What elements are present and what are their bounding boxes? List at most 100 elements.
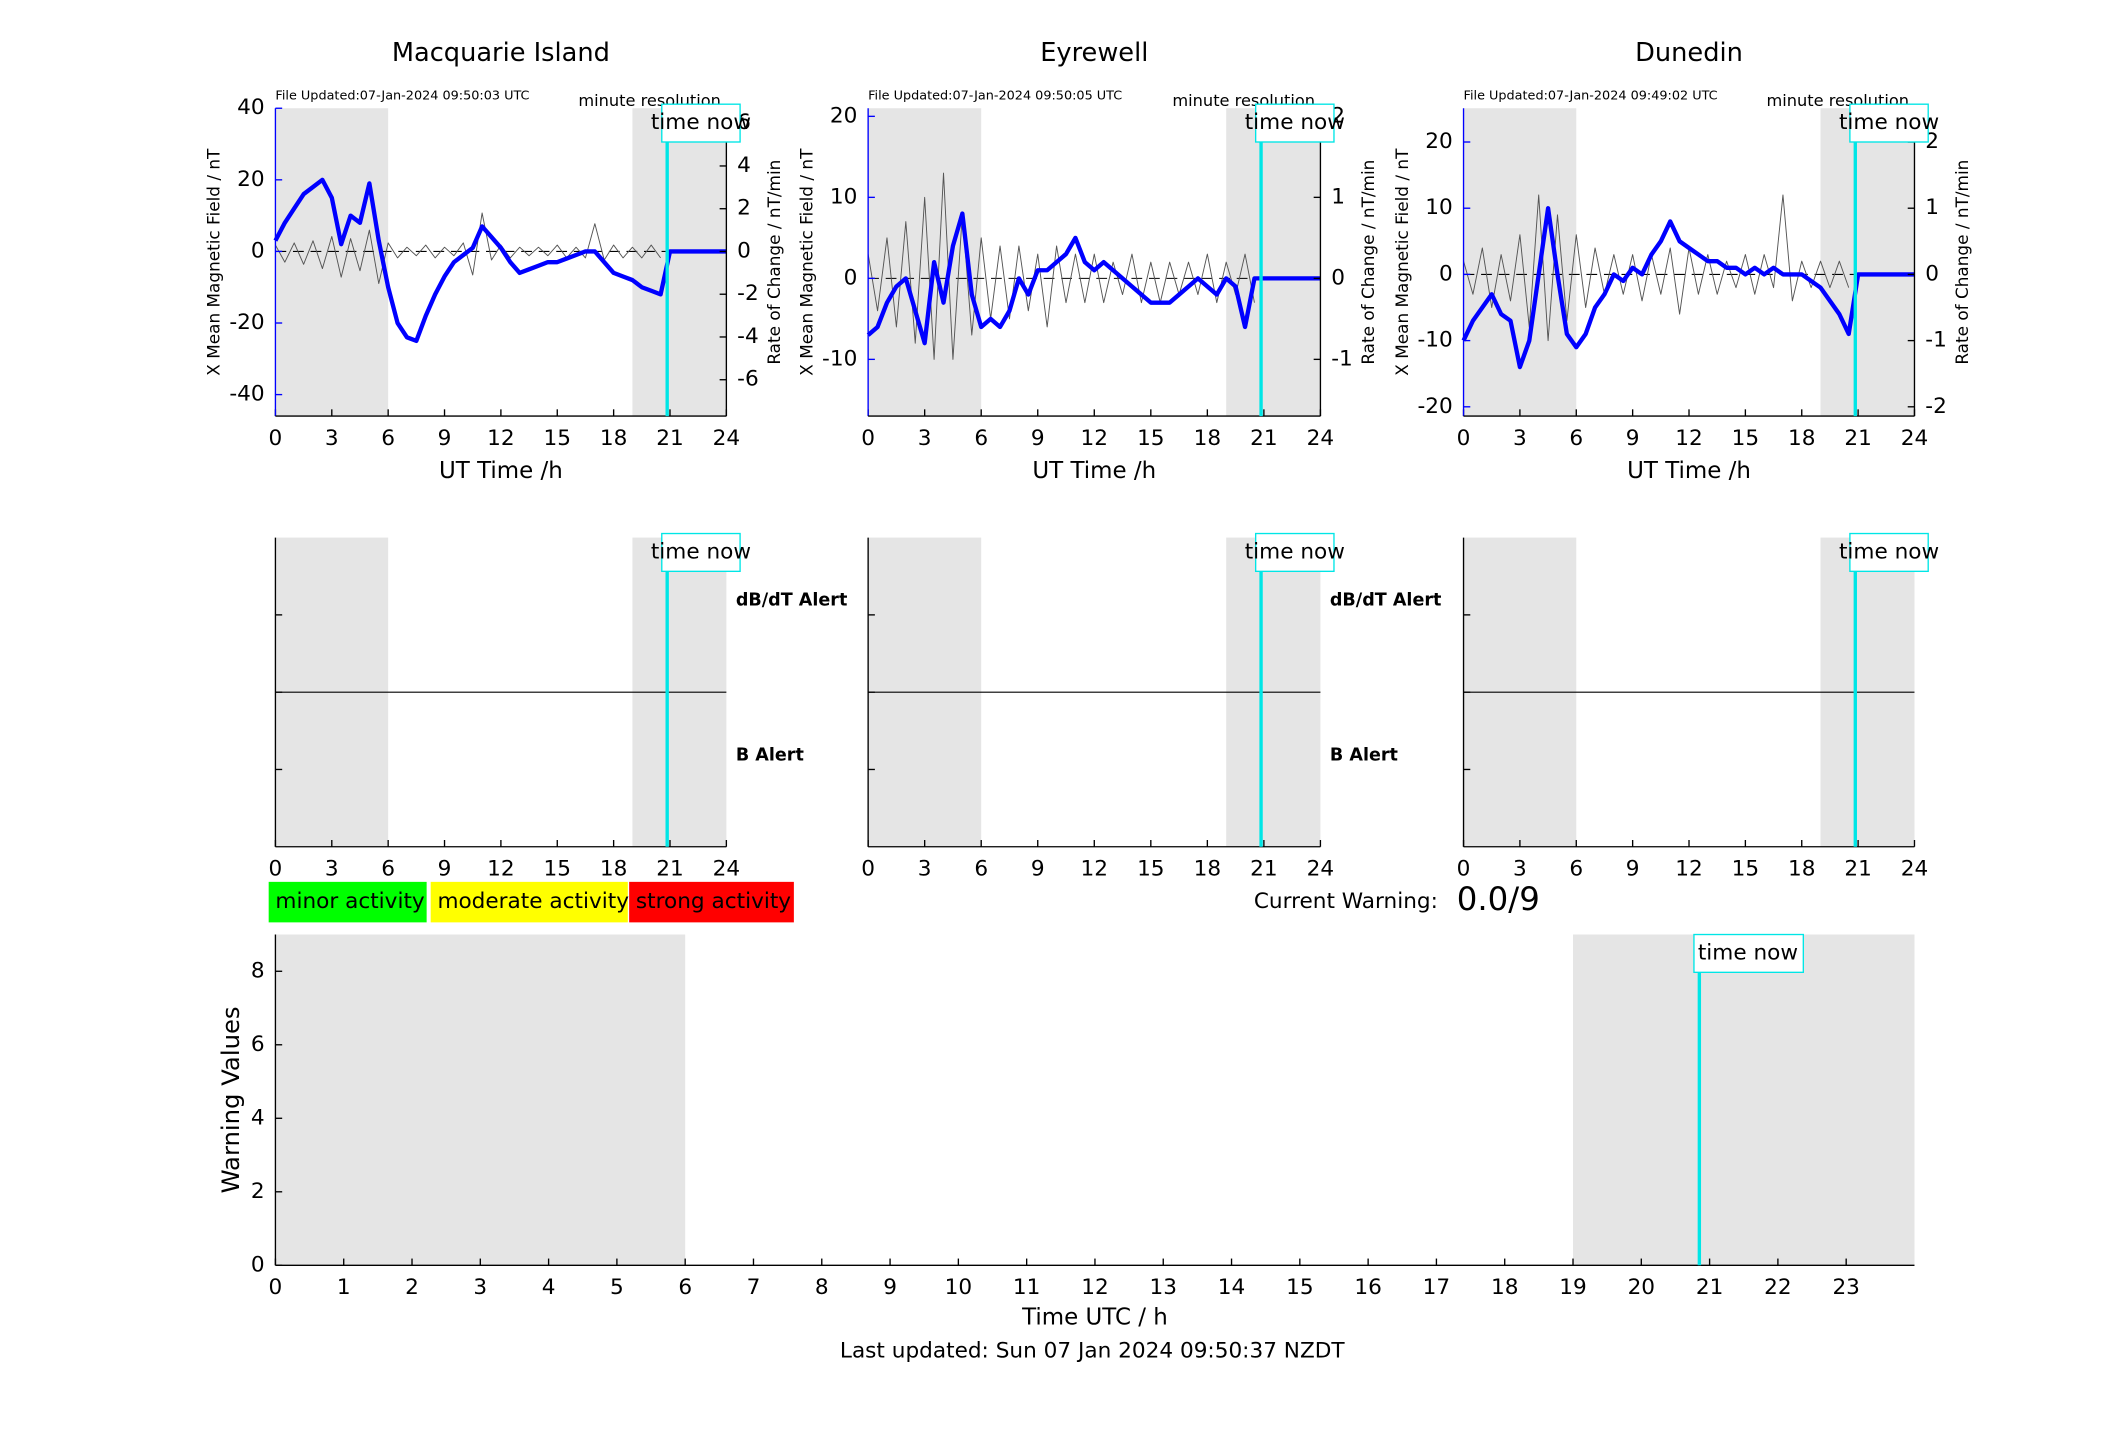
y-tick-label: 8	[251, 958, 265, 983]
y2-axis-label: Rate of Change / nT/min	[764, 160, 784, 365]
y2-tick-label: -2	[1925, 394, 1947, 419]
x-tick-label: 17	[1423, 1275, 1450, 1300]
x-tick-label: 12	[1081, 857, 1108, 882]
current-warning-value: 0.0/9	[1457, 880, 1540, 918]
x-tick-label: 6	[974, 426, 988, 451]
x-tick-label: 9	[438, 857, 452, 882]
chart-title: Eyrewell	[1040, 38, 1148, 68]
activity-legend-label: minor activity	[275, 889, 424, 914]
x-tick-label: 12	[487, 857, 514, 882]
y2-tick-label: 4	[737, 153, 751, 178]
x-tick-label: 2	[405, 1275, 419, 1300]
time-now-box	[1849, 103, 1929, 143]
x-tick-label: 3	[918, 426, 932, 451]
x-tick-label: 9	[883, 1275, 897, 1300]
time-now-label: time now	[651, 539, 751, 564]
x-tick-label: 24	[1901, 426, 1928, 451]
x-tick-label: 18	[600, 426, 627, 451]
activity-legend-label: strong activity	[636, 889, 791, 914]
y-tick-label: 0	[1439, 261, 1453, 286]
time-now-label: time now	[1839, 539, 1939, 564]
x-tick-label: 0	[269, 1275, 283, 1300]
x-tick-label: 23	[1832, 1275, 1859, 1300]
x-tick-label: 5	[610, 1275, 624, 1300]
x-tick-label: 6	[1569, 426, 1583, 451]
x-tick-label: 18	[1788, 857, 1815, 882]
y-axis-label: X Mean Magnetic Field / nT	[796, 148, 816, 376]
x-tick-label: 21	[1250, 857, 1277, 882]
x-tick-label: 15	[544, 426, 571, 451]
x-tick-label: 19	[1559, 1275, 1586, 1300]
shaded-region	[1463, 108, 1577, 417]
x-tick-label: 9	[1626, 426, 1640, 451]
y-tick-label: 0	[251, 1252, 265, 1277]
x-tick-label: 13	[1150, 1275, 1177, 1300]
x-tick-label: 24	[1901, 857, 1928, 882]
y2-tick-label: 0	[1331, 265, 1345, 290]
y-tick-label: 20	[237, 167, 264, 192]
x-tick-label: 0	[861, 857, 875, 882]
x-tick-label: 21	[1844, 426, 1871, 451]
x-tick-label: 20	[1628, 1275, 1655, 1300]
x-tick-label: 10	[945, 1275, 972, 1300]
current-warning-label: Current Warning:	[1254, 889, 1438, 914]
x-tick-label: 21	[1250, 426, 1277, 451]
x-tick-label: 0	[269, 426, 283, 451]
x-tick-label: 16	[1354, 1275, 1381, 1300]
x-tick-label: 6	[678, 1275, 692, 1300]
y-tick-label: 10	[830, 184, 857, 209]
rate-line	[1463, 194, 1850, 342]
y2-tick-label: 1	[1925, 195, 1939, 220]
x-tick-label: 21	[1696, 1275, 1723, 1300]
x-axis-label: Time UTC / h	[1021, 1304, 1168, 1330]
y-tick-label: 6	[251, 1032, 265, 1057]
x-tick-label: 21	[1844, 857, 1871, 882]
x-tick-label: 12	[1675, 426, 1702, 451]
y-axis-label: X Mean Magnetic Field / nT	[204, 148, 224, 376]
time-now-box	[1254, 532, 1335, 573]
x-tick-label: 12	[1081, 1275, 1108, 1300]
y-axis-label: Warning Values	[216, 1006, 245, 1193]
x-tick-label: 18	[1491, 1275, 1518, 1300]
shaded-region	[632, 108, 727, 417]
shaded-region	[1820, 108, 1915, 417]
x-tick-label: 18	[1788, 426, 1815, 451]
x-tick-label: 0	[1457, 426, 1471, 451]
y2-tick-label: -4	[737, 324, 759, 349]
file-updated: File Updated:07-Jan-2024 09:50:05 UTC	[868, 89, 1122, 104]
x-axis-label: UT Time /h	[439, 458, 563, 484]
shaded-region	[868, 108, 982, 417]
activity-legend-label: moderate activity	[437, 889, 629, 914]
time-now-box	[1849, 532, 1929, 573]
x-tick-label: 3	[325, 426, 339, 451]
x-tick-label: 3	[918, 857, 932, 882]
activity-legend-box	[268, 881, 427, 923]
field-line	[1461, 206, 1915, 370]
x-tick-label: 24	[713, 857, 740, 882]
activity-legend-box	[430, 881, 628, 923]
x-tick-label: 24	[1307, 426, 1334, 451]
y-tick-label: 4	[251, 1105, 265, 1130]
x-tick-label: 6	[381, 857, 395, 882]
x-tick-label: 8	[815, 1275, 829, 1300]
field-line	[273, 177, 727, 344]
time-now-label: time now	[1839, 110, 1939, 135]
x-tick-label: 18	[600, 857, 627, 882]
y-tick-label: -20	[229, 310, 264, 335]
y-tick-label: -10	[822, 346, 857, 371]
shaded-region	[275, 108, 389, 417]
y2-tick-label: -1	[1925, 328, 1947, 353]
chart-title: Macquarie Island	[392, 38, 610, 68]
x-tick-label: 15	[1137, 857, 1164, 882]
y2-tick-label: 2	[737, 196, 751, 221]
x-tick-label: 0	[861, 426, 875, 451]
x-tick-label: 21	[656, 857, 683, 882]
file-updated: File Updated:07-Jan-2024 09:49:02 UTC	[1464, 89, 1718, 104]
alert-label: B Alert	[736, 746, 804, 766]
time-now-box	[1693, 933, 1804, 973]
y-tick-label: 20	[1425, 129, 1452, 154]
shaded-region	[1573, 934, 1915, 1266]
x-tick-label: 11	[1013, 1275, 1040, 1300]
footer: Last updated: Sun 07 Jan 2024 09:50:37 N…	[840, 1339, 1345, 1364]
